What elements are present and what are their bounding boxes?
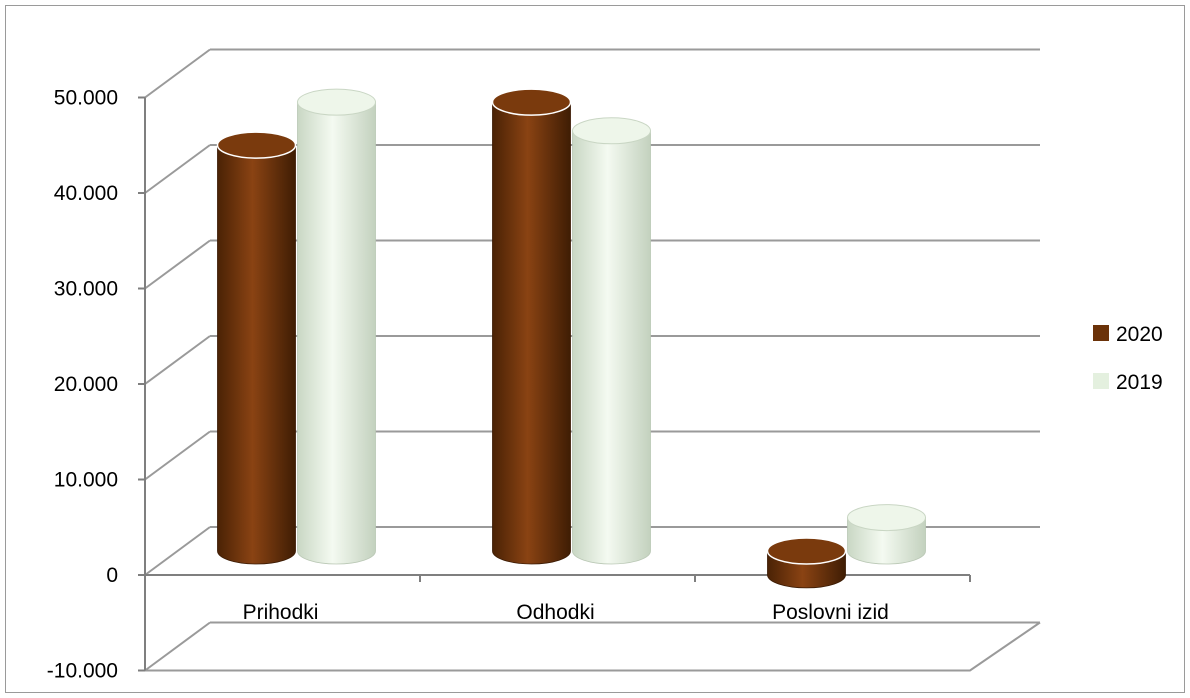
bar-body: [572, 130, 651, 565]
side-wall-line: [144, 335, 211, 385]
x-tick-label: Odhodki: [516, 601, 594, 624]
side-wall-line: [144, 621, 211, 672]
floor-outline: [145, 621, 1041, 672]
side-wall-line: [144, 48, 211, 99]
bar-cap: [297, 88, 376, 116]
legend-label-2020: 2020: [1116, 323, 1163, 346]
bar-2019-poslovni-izid: [847, 504, 926, 565]
bar-body: [492, 101, 571, 565]
bar-cap: [216, 131, 297, 159]
y-tick-label: -10.000: [47, 660, 118, 683]
labels: 50.000 40.000 30.000 20.000 10.000 0 -10.000 Pr…: [47, 87, 889, 683]
bar-cap: [572, 117, 651, 145]
legend-swatch-2020: [1093, 325, 1109, 341]
legend: 2020 2019: [1093, 323, 1163, 394]
bars: [216, 88, 926, 589]
bar-body: [297, 101, 376, 565]
y-tick-label: 40.000: [54, 182, 118, 205]
legend-swatch-2019: [1093, 373, 1109, 389]
x-tick-label: Poslovni izid: [772, 601, 889, 624]
legend-label-2019: 2019: [1116, 371, 1163, 394]
side-wall-line: [144, 430, 211, 481]
bar-2019-prihodki: [297, 88, 376, 565]
bar-2020-odhodki: [491, 88, 572, 565]
bar-cap: [766, 537, 847, 565]
y-tick-label: 50.000: [54, 87, 118, 110]
bar-cap: [491, 88, 572, 116]
y-tick-label: 10.000: [54, 469, 118, 492]
y-tick-label: 20.000: [54, 373, 118, 396]
y-tick-label: 0: [106, 564, 118, 587]
bar-2020-prihodki: [216, 131, 297, 565]
side-wall-line: [144, 239, 211, 290]
side-wall-line: [144, 144, 211, 194]
x-tick-label: Prihodki: [243, 601, 319, 624]
bar-2020-poslovni-izid: [766, 537, 847, 589]
side-wall-line: [144, 526, 211, 576]
y-tick-label: 30.000: [54, 278, 118, 301]
bar-2019-odhodki: [572, 117, 651, 565]
bar-cap: [847, 504, 926, 532]
bar-body: [217, 144, 296, 565]
